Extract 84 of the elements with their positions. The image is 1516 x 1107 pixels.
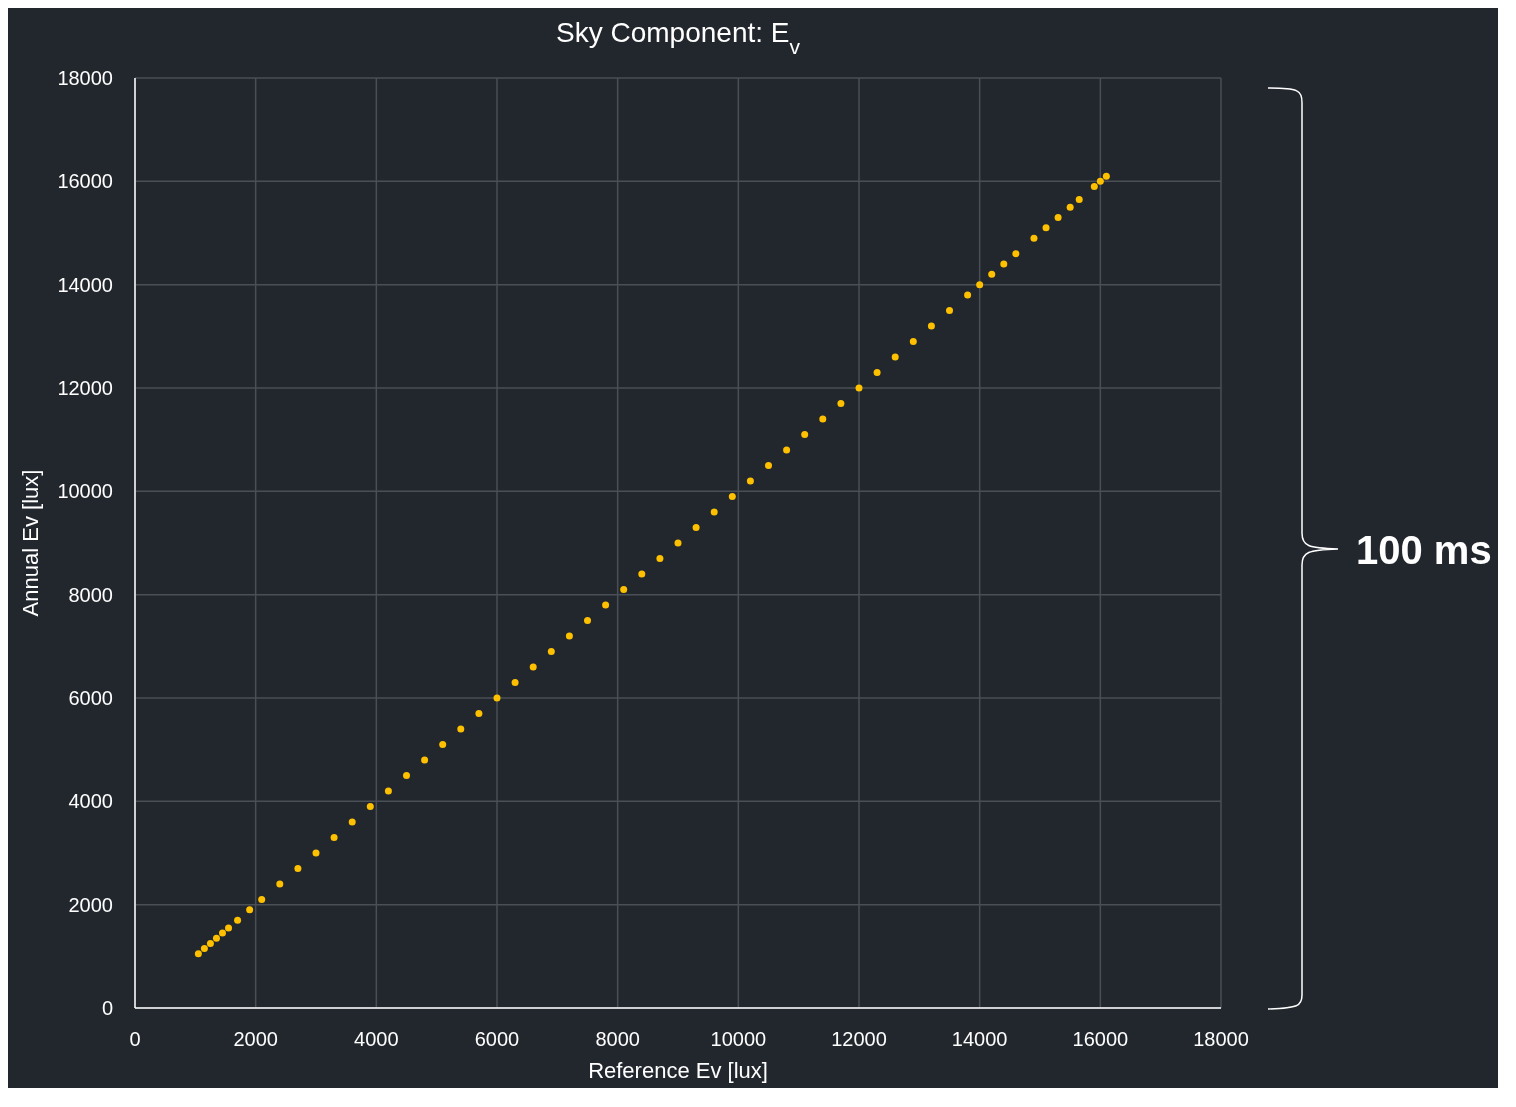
y-tick-label: 16000 bbox=[57, 170, 113, 193]
point bbox=[475, 710, 483, 717]
x-tick-label: 16000 bbox=[1072, 1028, 1129, 1050]
point bbox=[246, 906, 254, 914]
text: 100 ms bbox=[1356, 528, 1492, 572]
point bbox=[225, 924, 233, 932]
y-tick-label: 10000 bbox=[57, 480, 113, 503]
point bbox=[1030, 234, 1038, 242]
point bbox=[1102, 172, 1110, 180]
point bbox=[964, 291, 972, 299]
point bbox=[638, 570, 646, 578]
point bbox=[746, 477, 754, 485]
y-tick-label: 4000 bbox=[68, 790, 113, 813]
chart-title: Sky Component: E$_{v}$ bbox=[556, 17, 801, 58]
x-tick-label: 2000 bbox=[233, 1028, 278, 1050]
y-tick-label: 18000 bbox=[57, 67, 113, 89]
x-tick-label: 10000 bbox=[710, 1028, 767, 1050]
point bbox=[330, 834, 338, 841]
point bbox=[988, 270, 996, 278]
point bbox=[765, 462, 772, 469]
point bbox=[294, 865, 302, 872]
point bbox=[1042, 224, 1050, 232]
point bbox=[403, 772, 410, 779]
point bbox=[366, 803, 374, 810]
point bbox=[976, 281, 984, 289]
y-tick-label: 0 bbox=[101, 997, 113, 1019]
point bbox=[946, 307, 953, 314]
y-tick-label: 6000 bbox=[68, 687, 113, 709]
point bbox=[620, 586, 628, 593]
x-tick-label: 18000 bbox=[1193, 1028, 1249, 1050]
x-tick-label: 8000 bbox=[595, 1028, 640, 1050]
point bbox=[457, 725, 465, 733]
x-tick-label: 4000 bbox=[354, 1028, 399, 1050]
point bbox=[218, 929, 226, 937]
point bbox=[565, 632, 573, 640]
point bbox=[421, 756, 429, 764]
point bbox=[312, 849, 320, 857]
point bbox=[602, 601, 610, 609]
point bbox=[728, 493, 736, 500]
point bbox=[873, 369, 881, 376]
point bbox=[194, 950, 202, 958]
point bbox=[674, 539, 682, 547]
point bbox=[584, 617, 591, 624]
y-tick-label: 8000 bbox=[68, 583, 113, 606]
x-tick-label: 0 bbox=[129, 1028, 141, 1050]
point bbox=[1090, 183, 1098, 190]
point bbox=[783, 446, 791, 454]
y-axis-title: Annual Ev [lux] bbox=[18, 469, 43, 617]
point bbox=[234, 916, 242, 924]
point bbox=[493, 694, 501, 702]
point bbox=[855, 384, 863, 392]
point bbox=[1075, 195, 1083, 203]
point bbox=[656, 555, 664, 562]
point bbox=[200, 945, 208, 953]
point bbox=[439, 741, 447, 748]
point bbox=[1066, 203, 1074, 211]
point bbox=[348, 818, 356, 826]
point bbox=[909, 338, 917, 345]
x-axis-title: Reference Ev [lux] bbox=[588, 1058, 768, 1083]
point bbox=[801, 431, 809, 438]
x-tick-label: 6000 bbox=[474, 1028, 520, 1050]
point bbox=[1054, 214, 1062, 221]
y-tick-label: 12000 bbox=[57, 377, 113, 399]
point bbox=[1012, 250, 1020, 258]
point bbox=[511, 679, 519, 686]
point bbox=[529, 663, 537, 671]
point bbox=[212, 934, 220, 942]
point bbox=[1096, 177, 1104, 185]
point bbox=[819, 415, 827, 423]
point bbox=[384, 787, 392, 795]
point bbox=[927, 322, 935, 330]
y-tick-label: 2000 bbox=[68, 893, 113, 916]
point bbox=[710, 508, 718, 516]
x-tick-label: 12000 bbox=[831, 1028, 887, 1050]
point bbox=[547, 648, 555, 655]
point bbox=[1000, 260, 1008, 268]
point bbox=[206, 939, 214, 947]
point bbox=[891, 353, 899, 361]
point bbox=[276, 880, 284, 888]
x-tick-label: 14000 bbox=[951, 1028, 1008, 1050]
point bbox=[837, 400, 845, 407]
point bbox=[258, 896, 266, 903]
point bbox=[692, 524, 700, 531]
y-tick-label: 14000 bbox=[57, 273, 113, 296]
